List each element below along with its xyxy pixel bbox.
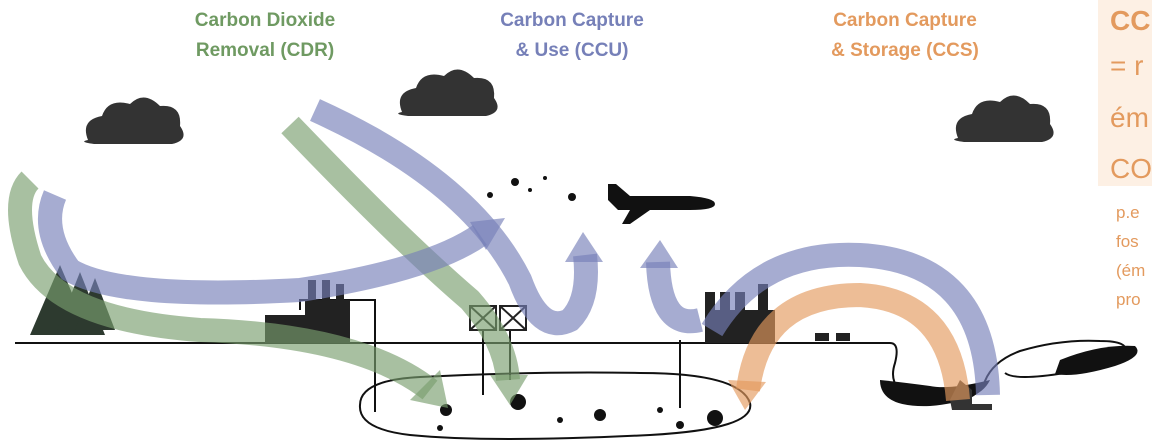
pit [1055, 345, 1138, 375]
note-line: pro [1116, 290, 1141, 309]
ccs-flow [736, 282, 970, 402]
flows [8, 99, 1000, 410]
side-note: p.e fos (ém pro [1116, 203, 1145, 309]
ccu-flow [310, 99, 598, 336]
labels: Carbon Dioxide Removal (CDR) Carbon Capt… [195, 10, 979, 61]
airplane [608, 184, 715, 224]
label: Carbon Dioxide [195, 10, 335, 31]
note-line: p.e [1116, 203, 1140, 222]
cloud [398, 69, 498, 116]
clouds [84, 69, 1054, 144]
cloud [954, 95, 1054, 142]
ccu-flow [38, 190, 487, 305]
side-line: CO [1110, 153, 1152, 184]
side-line: ém [1110, 102, 1149, 133]
arrowhead [490, 375, 528, 405]
ccu-flow [646, 261, 703, 334]
label: Carbon Capture [500, 10, 644, 31]
wagons [815, 333, 850, 341]
side-box [1098, 0, 1152, 186]
label: Removal (CDR) [196, 40, 334, 61]
side-box-text: CC = r ém CO [1110, 5, 1152, 184]
note-line: (ém [1116, 261, 1145, 280]
rocks [437, 176, 723, 431]
cloud [84, 97, 184, 144]
cdr-flow [8, 171, 438, 400]
arrowhead [565, 232, 603, 262]
cdr-flow [281, 116, 520, 382]
arrowhead [640, 240, 678, 268]
label: & Storage (CCS) [831, 40, 979, 61]
side-line: CC [1110, 5, 1150, 36]
note-line: fos [1116, 232, 1139, 251]
pit [880, 380, 990, 407]
label: Carbon Capture [833, 10, 977, 31]
ccs-flow [701, 242, 1000, 396]
label: & Use (CCU) [516, 40, 629, 61]
arrowhead [410, 370, 448, 408]
side-line: = r [1110, 50, 1143, 81]
arrowhead [728, 380, 766, 410]
